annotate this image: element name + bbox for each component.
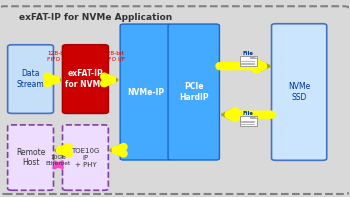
Text: exFAT-IP
for NVMe: exFAT-IP for NVMe	[65, 69, 106, 89]
FancyBboxPatch shape	[168, 24, 219, 160]
Text: File: File	[243, 111, 254, 116]
Text: exFAT-IP for NVMe Application: exFAT-IP for NVMe Application	[19, 13, 172, 22]
Text: TOE10G
IP
+ PHY: TOE10G IP + PHY	[71, 148, 100, 168]
FancyBboxPatch shape	[8, 125, 54, 190]
Text: File: File	[243, 51, 254, 56]
Text: NVMe-IP: NVMe-IP	[127, 87, 164, 97]
FancyBboxPatch shape	[8, 45, 54, 113]
FancyBboxPatch shape	[240, 116, 257, 126]
FancyBboxPatch shape	[63, 125, 108, 190]
FancyBboxPatch shape	[272, 24, 327, 160]
Text: Data
Stream: Data Stream	[17, 69, 44, 89]
Text: 10Gb
Ethernet: 10Gb Ethernet	[46, 155, 71, 166]
FancyBboxPatch shape	[240, 56, 257, 66]
Text: Remote
Host: Remote Host	[16, 148, 45, 167]
Text: 128-bit
FIFO I/F: 128-bit FIFO I/F	[47, 51, 69, 62]
Polygon shape	[250, 116, 257, 118]
FancyBboxPatch shape	[0, 6, 350, 194]
Polygon shape	[250, 56, 257, 59]
Text: PCIe
HardIP: PCIe HardIP	[179, 82, 209, 102]
FancyBboxPatch shape	[63, 45, 108, 113]
Text: NVMe
SSD: NVMe SSD	[288, 82, 310, 102]
Text: 128-bit
FIFO I/F: 128-bit FIFO I/F	[103, 51, 125, 62]
FancyBboxPatch shape	[120, 24, 172, 160]
